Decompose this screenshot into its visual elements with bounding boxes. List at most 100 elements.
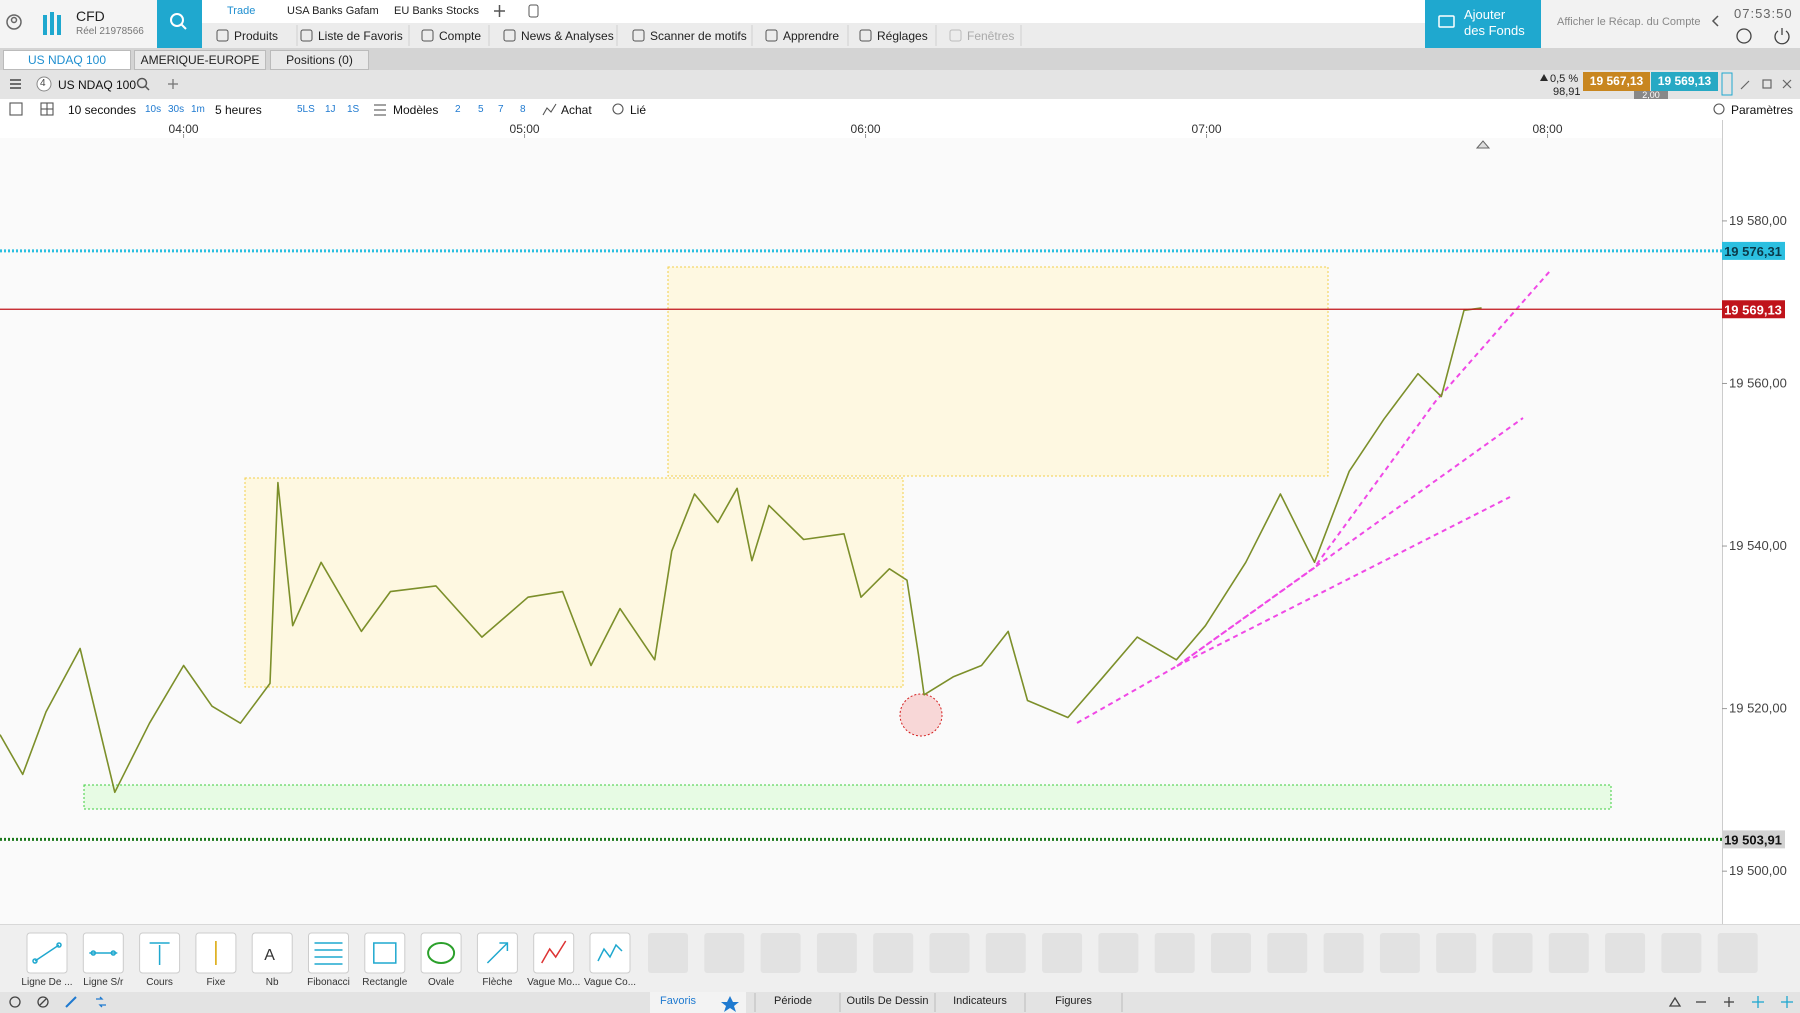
menu-icon: [859, 29, 872, 42]
menu-item[interactable]: Compte: [439, 29, 482, 43]
top-tab[interactable]: EU Banks Stocks: [394, 5, 479, 17]
bottom-tab[interactable]: Indicateurs: [953, 995, 1007, 1007]
change-points: 98,91: [1553, 86, 1581, 98]
menu-icon[interactable]: [10, 79, 21, 89]
instrument-tab[interactable]: AMERIQUE-EUROPE: [134, 50, 266, 70]
tool-icon: [427, 942, 456, 964]
tool-slot: [929, 933, 970, 973]
info-icon[interactable]: [1736, 28, 1752, 44]
user-icon[interactable]: [6, 14, 22, 30]
search-button[interactable]: [157, 0, 202, 48]
tool-button[interactable]: [364, 932, 406, 974]
top-tab[interactable]: Trade: [227, 5, 256, 17]
badge-circle: [36, 76, 52, 92]
sell-price[interactable]: 19 567,13: [1583, 72, 1650, 91]
menu-icon: [765, 29, 778, 42]
tool-label[interactable]: Vague Co...: [583, 977, 637, 988]
buy-price[interactable]: 19 569,13: [1651, 72, 1718, 91]
account-summary-link[interactable]: Afficher le Récap. du Compte: [1557, 16, 1701, 28]
active-tab-bg: [650, 992, 746, 1013]
menu-item[interactable]: Produits: [234, 29, 279, 43]
menu-item[interactable]: Liste de Favoris: [318, 29, 403, 43]
tool-label[interactable]: Ovale: [428, 977, 455, 988]
tool-icon: [32, 942, 62, 964]
menu-icon: [949, 29, 962, 42]
layout-button[interactable]: 8: [520, 104, 526, 115]
collapse-icon[interactable]: [1711, 15, 1719, 27]
tool-icon: [541, 940, 567, 964]
tool-button[interactable]: [589, 932, 631, 974]
bottom-tab[interactable]: Outils De Dessin: [846, 995, 929, 1007]
bottom-tab[interactable]: Figures: [1055, 995, 1092, 1007]
top-tab[interactable]: USA Banks Gafam: [287, 5, 379, 17]
tool-label[interactable]: Nb: [265, 977, 279, 988]
instrument-search-icon[interactable]: [136, 77, 150, 91]
layout-button[interactable]: 2: [455, 104, 461, 115]
interval-select[interactable]: 10 secondes: [68, 103, 137, 117]
add-tab-icon[interactable]: [494, 5, 505, 17]
tool-button[interactable]: [533, 932, 575, 974]
period-button[interactable]: 1J: [325, 104, 336, 115]
bottom-icons[interactable]: [9, 996, 1793, 1012]
interval-button[interactable]: 1m: [191, 104, 205, 115]
tool-icon: [597, 943, 623, 962]
toolbar-icons[interactable]: [9, 102, 1725, 116]
instrument-tab[interactable]: US NDAQ 100: [3, 50, 131, 70]
period-select[interactable]: 5 heures: [215, 103, 262, 117]
menu-item[interactable]: Apprendre: [783, 29, 840, 43]
tool-button[interactable]: [251, 932, 293, 974]
menu-item[interactable]: Réglages: [877, 29, 928, 43]
menu-bar: [202, 23, 1425, 48]
link-button[interactable]: Lié: [630, 103, 647, 117]
depth-icon[interactable]: [1721, 72, 1733, 96]
menu-item[interactable]: Scanner de motifs: [650, 29, 747, 43]
bottom-bar: [0, 992, 1800, 1013]
menu-item[interactable]: Fenêtres: [967, 29, 1015, 43]
tool-label[interactable]: Flèche: [482, 977, 513, 988]
period-button[interactable]: 5LS: [297, 104, 315, 115]
tool-icon: [373, 942, 397, 964]
period-button[interactable]: 1S: [347, 104, 360, 115]
layout-button[interactable]: 7: [498, 104, 504, 115]
bottom-tab[interactable]: Favoris: [660, 995, 697, 1007]
templates-button[interactable]: Modèles: [393, 103, 439, 117]
menu-icon: [216, 29, 229, 42]
account-area: [1541, 0, 1800, 48]
bottom-tab[interactable]: Période: [774, 995, 812, 1007]
tool-label[interactable]: Ligne De ...: [21, 977, 73, 988]
tab-tool-icon[interactable]: [528, 4, 539, 18]
tool-slot: [1098, 933, 1139, 973]
tool-button[interactable]: [308, 932, 349, 974]
product-name: CFD: [76, 8, 105, 24]
add-chart-icon[interactable]: [168, 79, 178, 89]
tool-slot: [1154, 933, 1195, 973]
badge: 4: [40, 78, 46, 89]
tool-label[interactable]: Fibonacci: [307, 977, 350, 988]
search-icon[interactable]: [170, 13, 187, 30]
event-marker[interactable]: [1475, 140, 1491, 149]
side-button[interactable]: Achat: [561, 103, 592, 117]
power-icon[interactable]: [1774, 28, 1790, 45]
tool-label[interactable]: Cours: [146, 977, 173, 988]
menu-icon: [632, 29, 645, 42]
add-funds-label: Ajouter: [1464, 7, 1506, 22]
instrument-tab[interactable]: Positions (0): [270, 50, 369, 70]
layout-button[interactable]: 5: [478, 104, 484, 115]
settings-button[interactable]: Paramètres: [1731, 103, 1794, 117]
interval-button[interactable]: 30s: [168, 104, 185, 115]
tool-button[interactable]: [420, 932, 462, 974]
tool-slot: [1042, 933, 1083, 973]
interval-button[interactable]: 10s: [145, 104, 162, 115]
window-icons[interactable]: [1740, 79, 1792, 90]
tool-label[interactable]: Ligne S/r: [83, 977, 124, 988]
tool-slot: [1605, 933, 1646, 973]
tool-label[interactable]: Rectangle: [362, 977, 408, 988]
add-funds-button[interactable]: [1425, 0, 1541, 48]
tool-icon: A: [264, 947, 275, 964]
tool-label[interactable]: Vague Mo...: [527, 977, 581, 988]
tool-label[interactable]: Fixe: [206, 977, 226, 988]
tool-icon: [314, 942, 343, 965]
menu-item[interactable]: News & Analyses: [521, 29, 614, 43]
